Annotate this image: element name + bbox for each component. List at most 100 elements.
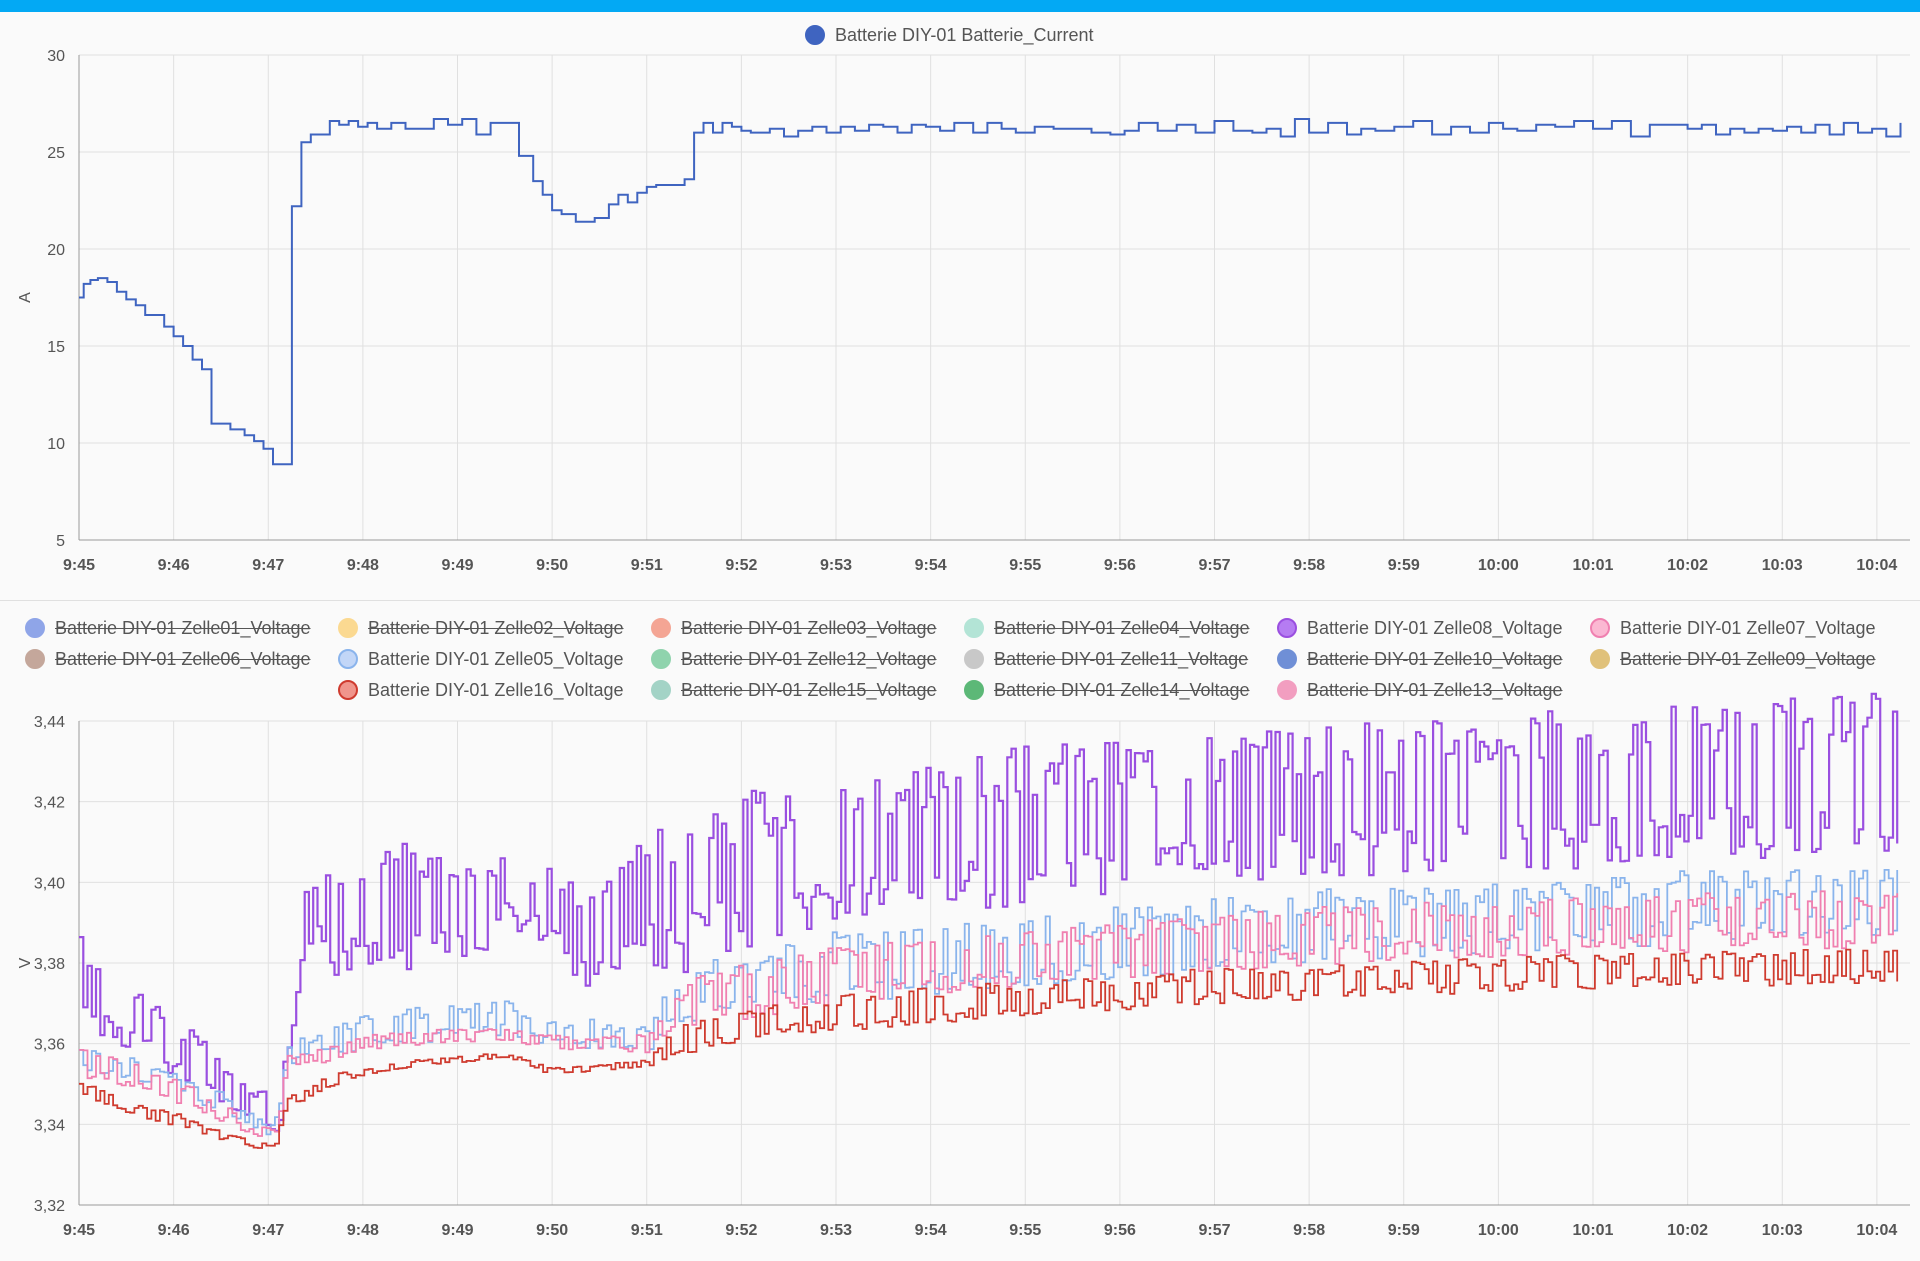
legend-label: Batterie DIY-01 Zelle02_Voltage: [368, 617, 624, 638]
y-tick-label: 3,36: [34, 1037, 65, 1054]
y-tick-label: 25: [47, 145, 65, 162]
x-tick-label: 10:02: [1667, 557, 1708, 574]
series-line-batterie-diy-01-zelle16-voltage[interactable]: [79, 948, 1899, 1149]
x-tick-label: 9:49: [441, 1222, 473, 1239]
legend-item-batterie-diy-01-zelle06-voltage[interactable]: Batterie DIY-01 Zelle06_Voltage: [25, 644, 311, 674]
y-tick-label: 3,44: [34, 714, 65, 731]
legend-color-dot: [1590, 618, 1610, 638]
x-tick-label: 9:53: [820, 557, 852, 574]
legend-item-batterie-diy-01-zelle11-voltage[interactable]: Batterie DIY-01 Zelle11_Voltage: [964, 644, 1248, 674]
x-tick-label: 10:04: [1856, 1222, 1897, 1239]
x-tick-label: 9:52: [725, 557, 757, 574]
legend-item-batterie-diy-01-zelle04-voltage[interactable]: Batterie DIY-01 Zelle04_Voltage: [964, 613, 1250, 643]
legend-color-dot: [651, 649, 671, 669]
x-tick-label: 10:03: [1762, 1222, 1803, 1239]
x-tick-label: 9:48: [347, 1222, 379, 1239]
legend-item-batterie-diy-01-zelle03-voltage[interactable]: Batterie DIY-01 Zelle03_Voltage: [651, 613, 937, 643]
legend-item-batterie-diy-01-batterie-current[interactable]: Batterie DIY-01 Batterie_Current: [805, 20, 1093, 50]
legend-item-batterie-diy-01-zelle02-voltage[interactable]: Batterie DIY-01 Zelle02_Voltage: [338, 613, 624, 643]
series-line-batterie-diy-01-zelle07-voltage[interactable]: [79, 890, 1899, 1137]
y-axis-label: V: [17, 957, 34, 968]
y-tick-label: 3,38: [34, 956, 65, 973]
x-tick-label: 10:01: [1573, 557, 1614, 574]
y-tick-label: 15: [47, 339, 65, 356]
legend-item-batterie-diy-01-zelle08-voltage[interactable]: Batterie DIY-01 Zelle08_Voltage: [1277, 613, 1563, 643]
legend-item-batterie-diy-01-zelle01-voltage[interactable]: Batterie DIY-01 Zelle01_Voltage: [25, 613, 311, 643]
x-tick-label: 9:59: [1388, 557, 1420, 574]
legend-item-batterie-diy-01-zelle15-voltage[interactable]: Batterie DIY-01 Zelle15_Voltage: [651, 675, 937, 705]
current-chart: 30 25 20 15 10 5 9:45 9:46 9:47 9:48 9:49 9:50 9:51 9…: [17, 48, 1910, 574]
legend-color-dot: [1277, 649, 1297, 669]
x-tick-label: 9:56: [1104, 1222, 1136, 1239]
x-tick-label: 10:04: [1856, 557, 1897, 574]
current-chart-card: Batterie DIY-01 Batterie_Current 30 25 20 1…: [0, 12, 1920, 600]
y-tick-label: 20: [47, 242, 65, 259]
legend-color-dot: [1277, 680, 1297, 700]
legend-label: Batterie DIY-01 Zelle08_Voltage: [1307, 617, 1563, 638]
legend-label: Batterie DIY-01 Zelle03_Voltage: [681, 617, 937, 638]
legend-item-batterie-diy-01-zelle16-voltage[interactable]: Batterie DIY-01 Zelle16_Voltage: [338, 675, 624, 705]
x-tick-label: 10:02: [1667, 1222, 1708, 1239]
legend-label: Batterie DIY-01 Zelle10_Voltage: [1307, 648, 1563, 669]
legend-item-batterie-diy-01-zelle13-voltage[interactable]: Batterie DIY-01 Zelle13_Voltage: [1277, 675, 1563, 705]
legend-color-dot: [964, 618, 984, 638]
x-tick-label: 9:48: [347, 557, 379, 574]
legend-label: Batterie DIY-01 Zelle15_Voltage: [681, 679, 937, 700]
x-tick-label: 10:03: [1762, 557, 1803, 574]
x-tick-label: 9:57: [1198, 557, 1230, 574]
legend-label: Batterie DIY-01 Zelle05_Voltage: [368, 648, 624, 669]
y-axis-label: A: [17, 292, 34, 303]
y-tick-label: 5: [56, 533, 65, 550]
legend-label: Batterie DIY-01 Batterie_Current: [835, 24, 1094, 45]
y-tick-label: 30: [47, 48, 65, 65]
y-tick-label: 3,34: [34, 1117, 65, 1134]
legend-color-dot: [964, 649, 984, 669]
legend-item-batterie-diy-01-zelle09-voltage[interactable]: Batterie DIY-01 Zelle09_Voltage: [1590, 644, 1876, 674]
legend-label: Batterie DIY-01 Zelle11_Voltage: [994, 648, 1249, 669]
x-tick-label: 10:01: [1573, 1222, 1614, 1239]
legend-color-dot: [1277, 618, 1297, 638]
legend-item-batterie-diy-01-zelle10-voltage[interactable]: Batterie DIY-01 Zelle10_Voltage: [1277, 644, 1563, 674]
x-tick-label: 9:54: [915, 557, 947, 574]
legend-color-dot: [338, 680, 358, 700]
x-tick-label: 9:47: [252, 557, 284, 574]
x-tick-label: 9:50: [536, 557, 568, 574]
legend-item-batterie-diy-01-zelle12-voltage[interactable]: Batterie DIY-01 Zelle12_Voltage: [651, 644, 937, 674]
legend-color-dot: [651, 680, 671, 700]
series-line-batterie-diy-01-zelle08-voltage[interactable]: [79, 692, 1899, 1132]
legend-color-dot: [651, 618, 671, 638]
grid-and-axes: 30 25 20 15 10 5 9:45 9:46 9:47 9:48 9:49 9:50 9:51 9…: [17, 48, 1910, 574]
x-tick-label: 9:52: [725, 1222, 757, 1239]
y-tick-label: 10: [47, 436, 65, 453]
x-tick-label: 9:50: [536, 1222, 568, 1239]
x-tick-label: 9:57: [1198, 1222, 1230, 1239]
series-line-batterie-diy-01-batterie-current[interactable]: [79, 118, 1902, 466]
x-tick-label: 9:59: [1388, 1222, 1420, 1239]
legend-color-dot: [1590, 649, 1610, 669]
legend-color-dot: [25, 649, 45, 669]
x-tick-label: 9:46: [158, 557, 190, 574]
legend-item-batterie-diy-01-zelle14-voltage[interactable]: Batterie DIY-01 Zelle14_Voltage: [964, 675, 1250, 705]
legend-label: Batterie DIY-01 Zelle01_Voltage: [55, 617, 311, 638]
y-tick-label: 3,40: [34, 875, 65, 892]
legend-color-dot: [805, 25, 825, 45]
voltage-chart: 3,44 3,42 3,40 3,38 3,36 3,34 3,32 9:45 9:46 9:47…: [17, 692, 1910, 1239]
legend-color-dot: [338, 618, 358, 638]
legend-label: Batterie DIY-01 Zelle07_Voltage: [1620, 617, 1876, 638]
x-tick-label: 9:56: [1104, 557, 1136, 574]
x-tick-label: 10:00: [1478, 557, 1519, 574]
x-tick-label: 9:58: [1293, 1222, 1325, 1239]
legend-label: Batterie DIY-01 Zelle09_Voltage: [1620, 648, 1876, 669]
legend-label: Batterie DIY-01 Zelle12_Voltage: [681, 648, 937, 669]
legend-item-batterie-diy-01-zelle05-voltage[interactable]: Batterie DIY-01 Zelle05_Voltage: [338, 644, 624, 674]
x-tick-label: 9:45: [63, 557, 95, 574]
voltage-chart-card: Batterie DIY-01 Zelle01_Voltage Batterie …: [0, 600, 1920, 1261]
legend-label: Batterie DIY-01 Zelle13_Voltage: [1307, 679, 1563, 700]
legend-label: Batterie DIY-01 Zelle14_Voltage: [994, 679, 1250, 700]
legend-color-dot: [25, 618, 45, 638]
y-tick-label: 3,42: [34, 795, 65, 812]
x-tick-label: 9:51: [631, 1222, 663, 1239]
x-tick-label: 9:49: [441, 557, 473, 574]
x-tick-label: 9:54: [915, 1222, 947, 1239]
legend-item-batterie-diy-01-zelle07-voltage[interactable]: Batterie DIY-01 Zelle07_Voltage: [1590, 613, 1876, 643]
